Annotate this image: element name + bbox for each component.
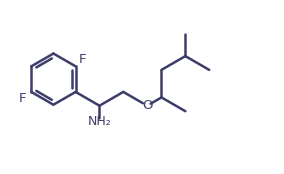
Text: F: F bbox=[19, 92, 26, 105]
Text: F: F bbox=[79, 53, 86, 66]
Text: NH₂: NH₂ bbox=[87, 115, 111, 128]
Text: O: O bbox=[142, 99, 153, 112]
